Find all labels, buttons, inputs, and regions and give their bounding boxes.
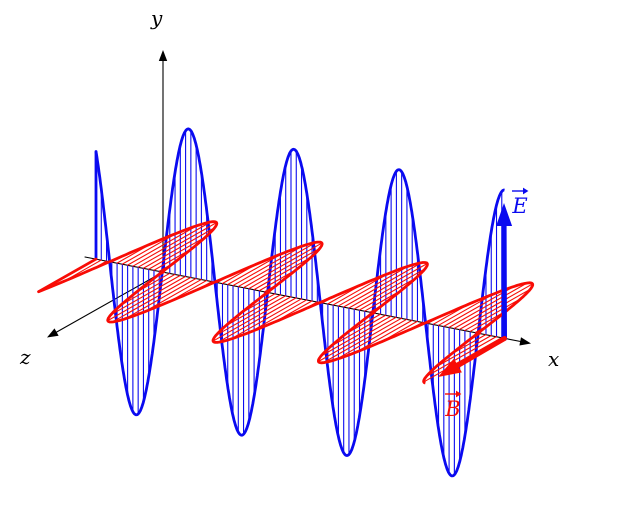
- e-field-letter: E: [512, 194, 528, 218]
- x-axis: [84, 256, 531, 346]
- z-axis: [47, 271, 164, 338]
- vector-arrow-icon: [445, 390, 462, 398]
- e-field-label: E: [511, 186, 529, 217]
- x-axis-label: x: [548, 347, 560, 371]
- b-field-label: B: [444, 389, 462, 420]
- b-field-letter: B: [445, 397, 461, 421]
- e-field-vector-arrow: [496, 203, 513, 341]
- y-axis: [158, 50, 168, 273]
- b-field-vector-arrow: [438, 336, 507, 377]
- z-axis-label: z: [20, 345, 31, 369]
- e-field-curve: [94, 127, 506, 478]
- e-field-hatch-lines: [95, 130, 503, 476]
- b-field-curve: [37, 220, 535, 385]
- y-axis-label: y: [151, 6, 163, 30]
- vector-arrow-icon: [512, 187, 529, 195]
